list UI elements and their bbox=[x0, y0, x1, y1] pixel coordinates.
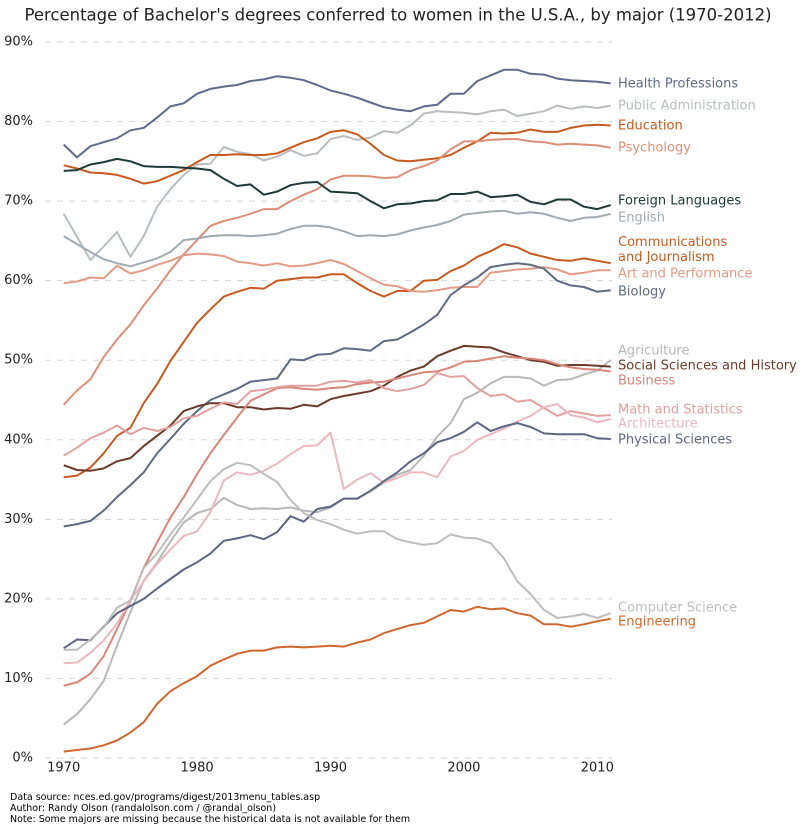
x-tick-label: 1980 bbox=[181, 761, 214, 776]
y-tick-label: 70% bbox=[4, 194, 33, 209]
y-tick-label: 90% bbox=[4, 35, 33, 50]
series-line bbox=[63, 243, 611, 479]
series-label: Computer Science bbox=[618, 600, 738, 616]
series-line bbox=[63, 359, 612, 726]
series-line bbox=[63, 209, 611, 268]
series-line bbox=[62, 104, 611, 261]
series-label: Architecture bbox=[618, 416, 698, 432]
series-line bbox=[63, 262, 611, 528]
series-line bbox=[63, 605, 611, 753]
series-line bbox=[63, 461, 612, 651]
series-line bbox=[63, 355, 611, 687]
series-label: Math and Statistics bbox=[618, 402, 743, 418]
series-label: Business bbox=[618, 373, 676, 389]
y-tick-label: 30% bbox=[4, 512, 33, 527]
series-label: Physical Sciences bbox=[618, 432, 733, 448]
series-line bbox=[63, 68, 611, 159]
series-label: Foreign Languages bbox=[618, 193, 742, 209]
series-label: Art and Performance bbox=[618, 266, 753, 282]
y-tick-label: 10% bbox=[4, 671, 33, 686]
y-tick-label: 40% bbox=[4, 432, 33, 447]
note: Author: Randy Olson (randalolson.com / @… bbox=[10, 803, 277, 814]
series-line bbox=[63, 252, 611, 293]
note: Note: Some majors are missing because th… bbox=[10, 814, 411, 825]
x-tick-label: 2010 bbox=[581, 761, 614, 776]
x-tick-label: 1990 bbox=[314, 761, 347, 776]
series-label: Engineering bbox=[618, 614, 696, 630]
y-tick-label: 0% bbox=[12, 751, 33, 766]
series-label: Agriculture bbox=[618, 343, 690, 359]
series-line bbox=[63, 421, 611, 650]
series-label: Communications and Journalism bbox=[618, 235, 728, 265]
series-label: English bbox=[618, 210, 665, 226]
series-label: Social Sciences and History bbox=[618, 358, 797, 374]
y-tick-label: 80% bbox=[4, 114, 33, 129]
x-tick-label: 2000 bbox=[447, 761, 480, 776]
y-tick-label: 20% bbox=[4, 591, 33, 606]
note: Data source: nces.ed.gov/programs/digest… bbox=[10, 792, 321, 803]
series-line bbox=[63, 403, 611, 665]
x-tick-label: 1970 bbox=[47, 761, 80, 776]
series-line bbox=[63, 372, 611, 457]
series-label: Psychology bbox=[618, 140, 691, 156]
series-label: Health Professions bbox=[618, 76, 739, 92]
series-label: Biology bbox=[618, 284, 666, 300]
series-label: Public Administration bbox=[618, 98, 756, 114]
y-tick-label: 50% bbox=[4, 353, 33, 368]
series-line bbox=[63, 344, 611, 472]
y-tick-label: 60% bbox=[4, 273, 33, 288]
chart-title: Percentage of Bachelor's degrees conferr… bbox=[24, 6, 771, 25]
series-line bbox=[63, 123, 611, 185]
series-label: Education bbox=[618, 118, 683, 134]
series-line bbox=[62, 138, 611, 406]
series-line bbox=[63, 157, 611, 211]
